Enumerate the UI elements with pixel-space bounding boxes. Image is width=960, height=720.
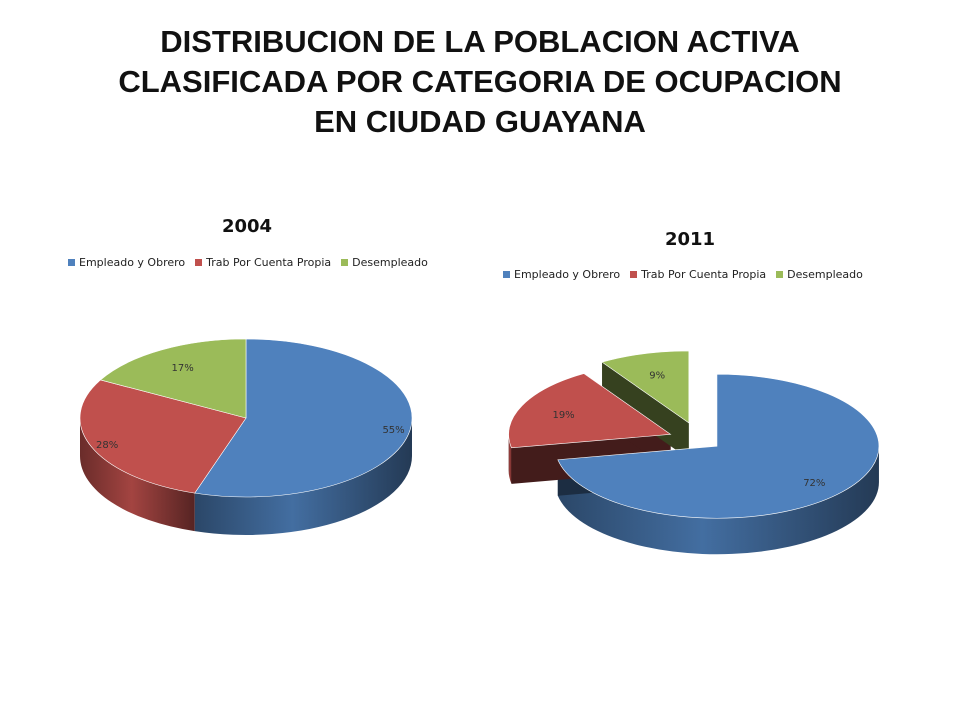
slice-desempleado: [601, 350, 690, 424]
title-line-3: EN CIUDAD GUAYANA: [314, 104, 646, 139]
legend-swatch-cuenta-propia: [195, 259, 203, 266]
legend-label-desempleado: Desempleado: [352, 256, 428, 269]
chart-2011-pie: 72% 19% 9%: [508, 350, 880, 555]
legend-item-empleado: Empleado y Obrero: [68, 256, 185, 269]
legend-label-empleado: Empleado y Obrero: [79, 256, 186, 269]
legend-swatch-desempleado: [776, 271, 784, 278]
slice-label-cuenta-propia: 28%: [96, 440, 118, 451]
slice-label-cuenta-propia: 19%: [552, 410, 574, 421]
legend-label-empleado: Empleado y Obrero: [514, 268, 621, 281]
legend-swatch-empleado: [503, 271, 510, 278]
chart-2011-title: 2011: [664, 229, 716, 250]
legend-swatch-desempleado: [341, 259, 349, 266]
legend-swatch-empleado: [68, 259, 75, 266]
legend-item-empleado: Empleado y Obrero: [503, 268, 620, 281]
legend-item-desempleado: Desempleado: [341, 256, 428, 269]
title-line-2: CLASIFICADA POR CATEGORIA DE OCUPACION: [118, 64, 842, 99]
legend-label-desempleado: Desempleado: [787, 268, 863, 281]
title-line-1: DISTRIBUCION DE LA POBLACION ACTIVA: [160, 24, 800, 59]
slice-label-empleado: 55%: [382, 425, 404, 436]
legend-label-cuenta-propia: Trab Por Cuenta Propia: [641, 268, 767, 281]
slice-empleado: [194, 338, 413, 498]
chart-2004-legend: Empleado y Obrero Trab Por Cuenta Propia…: [68, 256, 438, 269]
legend-swatch-cuenta-propia: [630, 271, 638, 278]
slice-label-desempleado: 17%: [172, 363, 194, 374]
slice-empleado: [557, 373, 880, 519]
legend-label-cuenta-propia: Trab Por Cuenta Propia: [206, 256, 332, 269]
slice-label-empleado: 72%: [803, 478, 825, 489]
slice-cuenta-propia: [79, 379, 247, 494]
chart-2004-pie: 55% 28% 17%: [79, 338, 413, 535]
slice-side-empleado: [557, 446, 879, 555]
legend-item-cuenta-propia: Trab Por Cuenta Propia: [630, 268, 766, 281]
legend-item-desempleado: Desempleado: [776, 268, 863, 281]
slice-side-cuenta-propia: [80, 418, 195, 532]
slice-desempleado: [99, 338, 247, 419]
chart-2011-legend: Empleado y Obrero Trab Por Cuenta Propia…: [503, 268, 873, 281]
slice-cuenta-propia: [508, 373, 672, 449]
chart-2004-title: 2004: [221, 216, 273, 237]
slice-label-desempleado: 9%: [649, 371, 665, 382]
slice-side-empleado: [194, 418, 412, 535]
page-title: DISTRIBUCION DE LA POBLACION ACTIVA CLAS…: [0, 22, 960, 142]
legend-item-cuenta-propia: Trab Por Cuenta Propia: [195, 256, 331, 269]
